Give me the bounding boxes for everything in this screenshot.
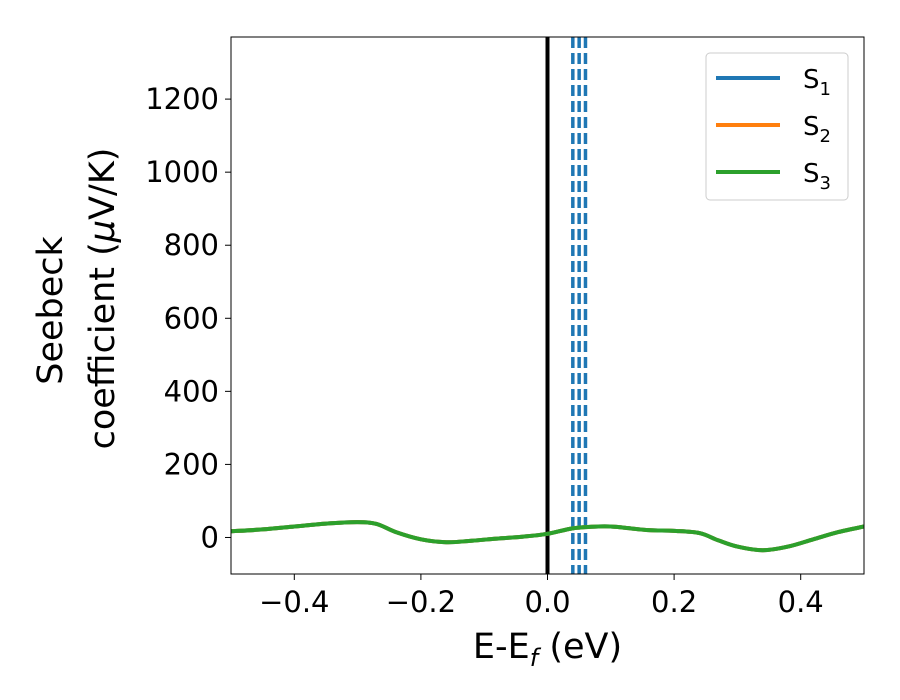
legend-label-s3: S3 [803,159,831,194]
y-tick-label: 1000 [145,155,219,189]
x-tick-label: 0.2 [651,585,697,619]
y-axis-title-line1: Seebeck [31,235,71,384]
y-axis-title-mu: μ [83,220,123,243]
legend-label-subscript: 3 [820,173,831,194]
y-axis: 0 200 400 600 800 1000 1200 [145,82,231,554]
x-axis-title-unit: (eV) [538,627,622,667]
plot-area [231,37,864,574]
y-tick-label: 400 [164,374,219,408]
y-axis-title-line2: coefficient (μV/K) [83,148,123,450]
x-axis-title-main: E-E [473,627,530,667]
x-tick-label: −0.2 [386,585,456,619]
legend-label-base: S [803,112,820,142]
x-axis: −0.4 −0.2 0.0 0.2 0.4 [259,574,824,619]
legend-label-subscript: 1 [820,79,831,100]
legend-label-base: S [803,65,820,95]
x-tick-label: −0.4 [259,585,329,619]
y-tick-label: 800 [164,228,219,262]
y-axis-title-post: V/K) [83,148,123,220]
y-tick-label: 0 [201,520,219,554]
y-tick-label: 1200 [145,82,219,116]
series-line-s3 [231,520,864,553]
x-tick-label: 0.4 [778,585,824,619]
legend-label-base: S [803,159,820,189]
legend-label-subscript: 2 [820,126,831,147]
y-axis-title-pre: coefficient ( [83,242,123,449]
legend-label-s1: S1 [803,65,831,100]
legend-label-s2: S2 [803,112,831,147]
y-tick-label: 600 [164,301,219,335]
y-axis-title: Seebeck coefficient (μV/K) [31,148,123,450]
x-axis-title: E-Ef (eV) [473,627,622,672]
y-tick-label: 200 [164,447,219,481]
x-tick-label: 0.0 [524,585,570,619]
